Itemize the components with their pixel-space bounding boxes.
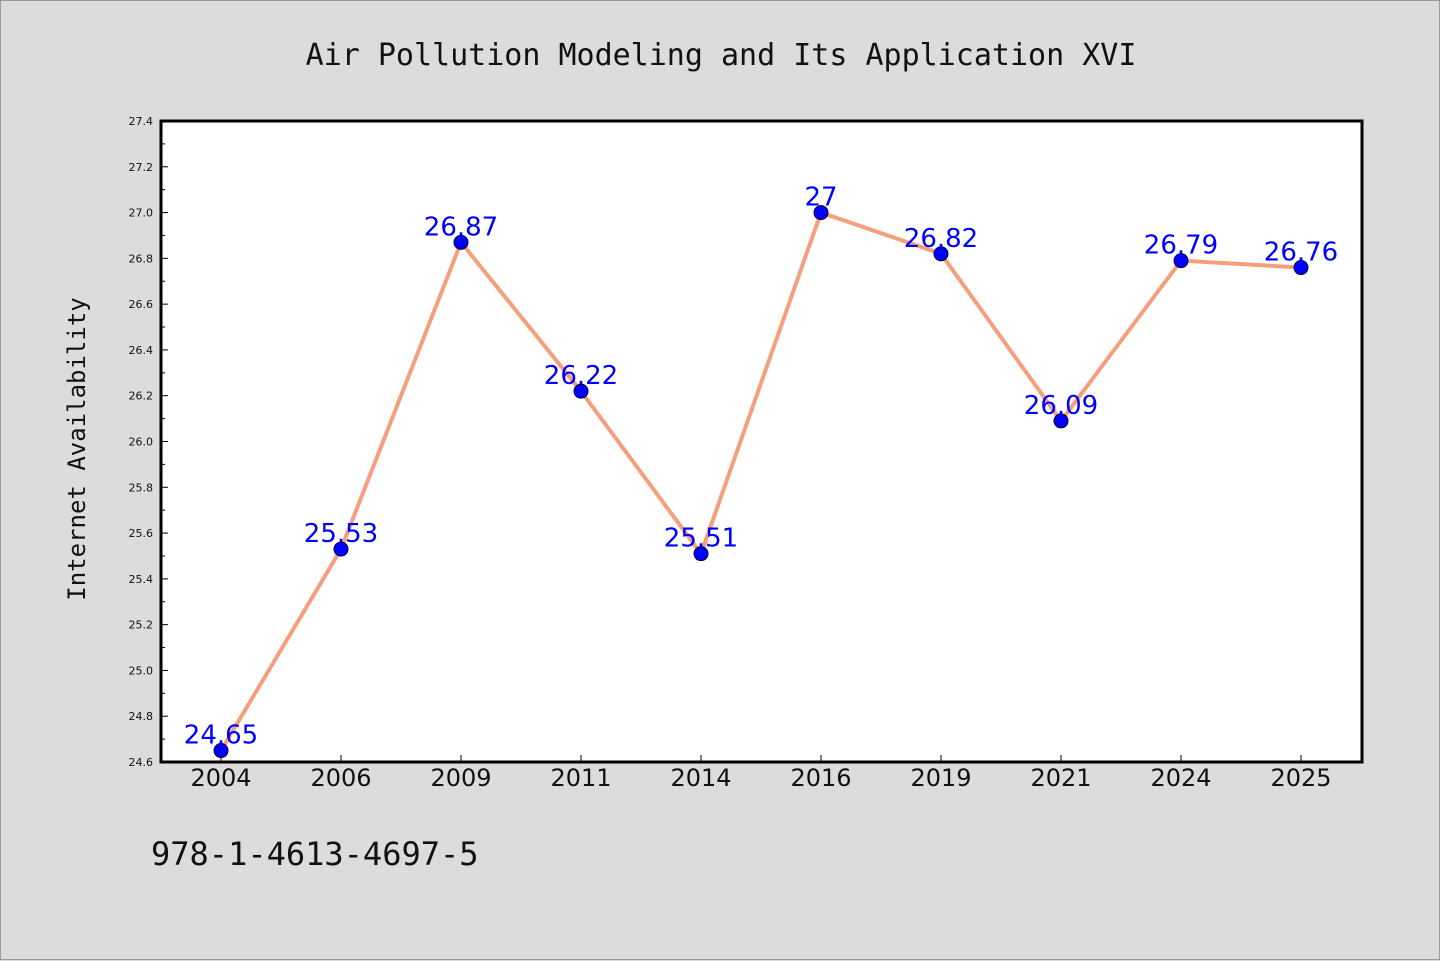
- y-tick-label: 25.0: [129, 664, 154, 677]
- x-tick-label: 2009: [430, 764, 491, 792]
- data-point: [813, 205, 829, 221]
- data-point: [1053, 413, 1069, 429]
- y-tick-label: 27.4: [129, 115, 154, 128]
- y-tick-label: 24.6: [129, 756, 154, 769]
- y-axis: 24.6 24.8 25.0 25.2 25.4 25.6 25.8 26.0 26.2 26.4…: [129, 115, 168, 769]
- data-label: 24.65: [184, 721, 258, 751]
- series-line: [219, 210, 1302, 752]
- y-tick-label: 25.6: [129, 527, 154, 540]
- y-axis-label: Internet Availability: [63, 297, 91, 600]
- y-tick-label: 27.0: [129, 207, 154, 220]
- data-label: 26.87: [424, 212, 498, 242]
- x-tick-label: 2021: [1030, 764, 1091, 792]
- data-series: 24.65 25.53 26.87 26.22 25.51 27 26.82 26.09 26.…: [184, 183, 1338, 759]
- y-tick-label: 24.8: [129, 710, 154, 723]
- y-tick-label: 25.4: [129, 573, 154, 586]
- x-tick-label: 2025: [1270, 764, 1331, 792]
- data-label: 26.09: [1024, 391, 1098, 421]
- data-label: 27: [804, 183, 837, 213]
- x-tick-label: 2024: [1150, 764, 1211, 792]
- data-point: [1293, 260, 1309, 276]
- x-axis: 2004 2006 2009 2011 2014 2016 2019 2021 2024 2025: [190, 755, 1332, 792]
- y-tick-label: 26.0: [129, 436, 154, 449]
- chart-title: Air Pollution Modeling and Its Applicati…: [306, 38, 1137, 73]
- data-label: 26.22: [544, 361, 618, 391]
- y-tick-label: 26.4: [129, 344, 154, 357]
- data-point: [1173, 253, 1189, 269]
- x-tick-label: 2016: [790, 764, 851, 792]
- plot-frame: [159, 119, 1364, 764]
- y-tick-label: 25.8: [129, 481, 154, 494]
- data-point: [453, 234, 469, 250]
- x-tick-label: 2019: [910, 764, 971, 792]
- data-point: [573, 383, 589, 399]
- x-tick-label: 2004: [190, 764, 251, 792]
- y-tick-label: 27.2: [129, 161, 154, 174]
- y-tick-label: 26.8: [129, 252, 154, 265]
- x-tick-label: 2011: [550, 764, 611, 792]
- data-label: 26.76: [1264, 238, 1338, 268]
- data-label: 25.51: [664, 524, 738, 554]
- data-label: 26.82: [904, 224, 978, 254]
- data-point: [933, 246, 949, 262]
- data-point: [213, 743, 229, 759]
- y-tick-label: 26.2: [129, 390, 154, 403]
- data-label: 26.79: [1144, 231, 1218, 261]
- data-point: [693, 546, 709, 562]
- x-tick-label: 2006: [310, 764, 371, 792]
- data-point: [333, 541, 349, 557]
- y-tick-label: 26.6: [129, 298, 154, 311]
- data-label: 25.53: [304, 519, 378, 549]
- footer-isbn: 978-1-4613-4697-5: [151, 835, 479, 873]
- plot-area: [161, 121, 1362, 762]
- x-tick-label: 2014: [670, 764, 731, 792]
- y-tick-label: 25.2: [129, 619, 154, 632]
